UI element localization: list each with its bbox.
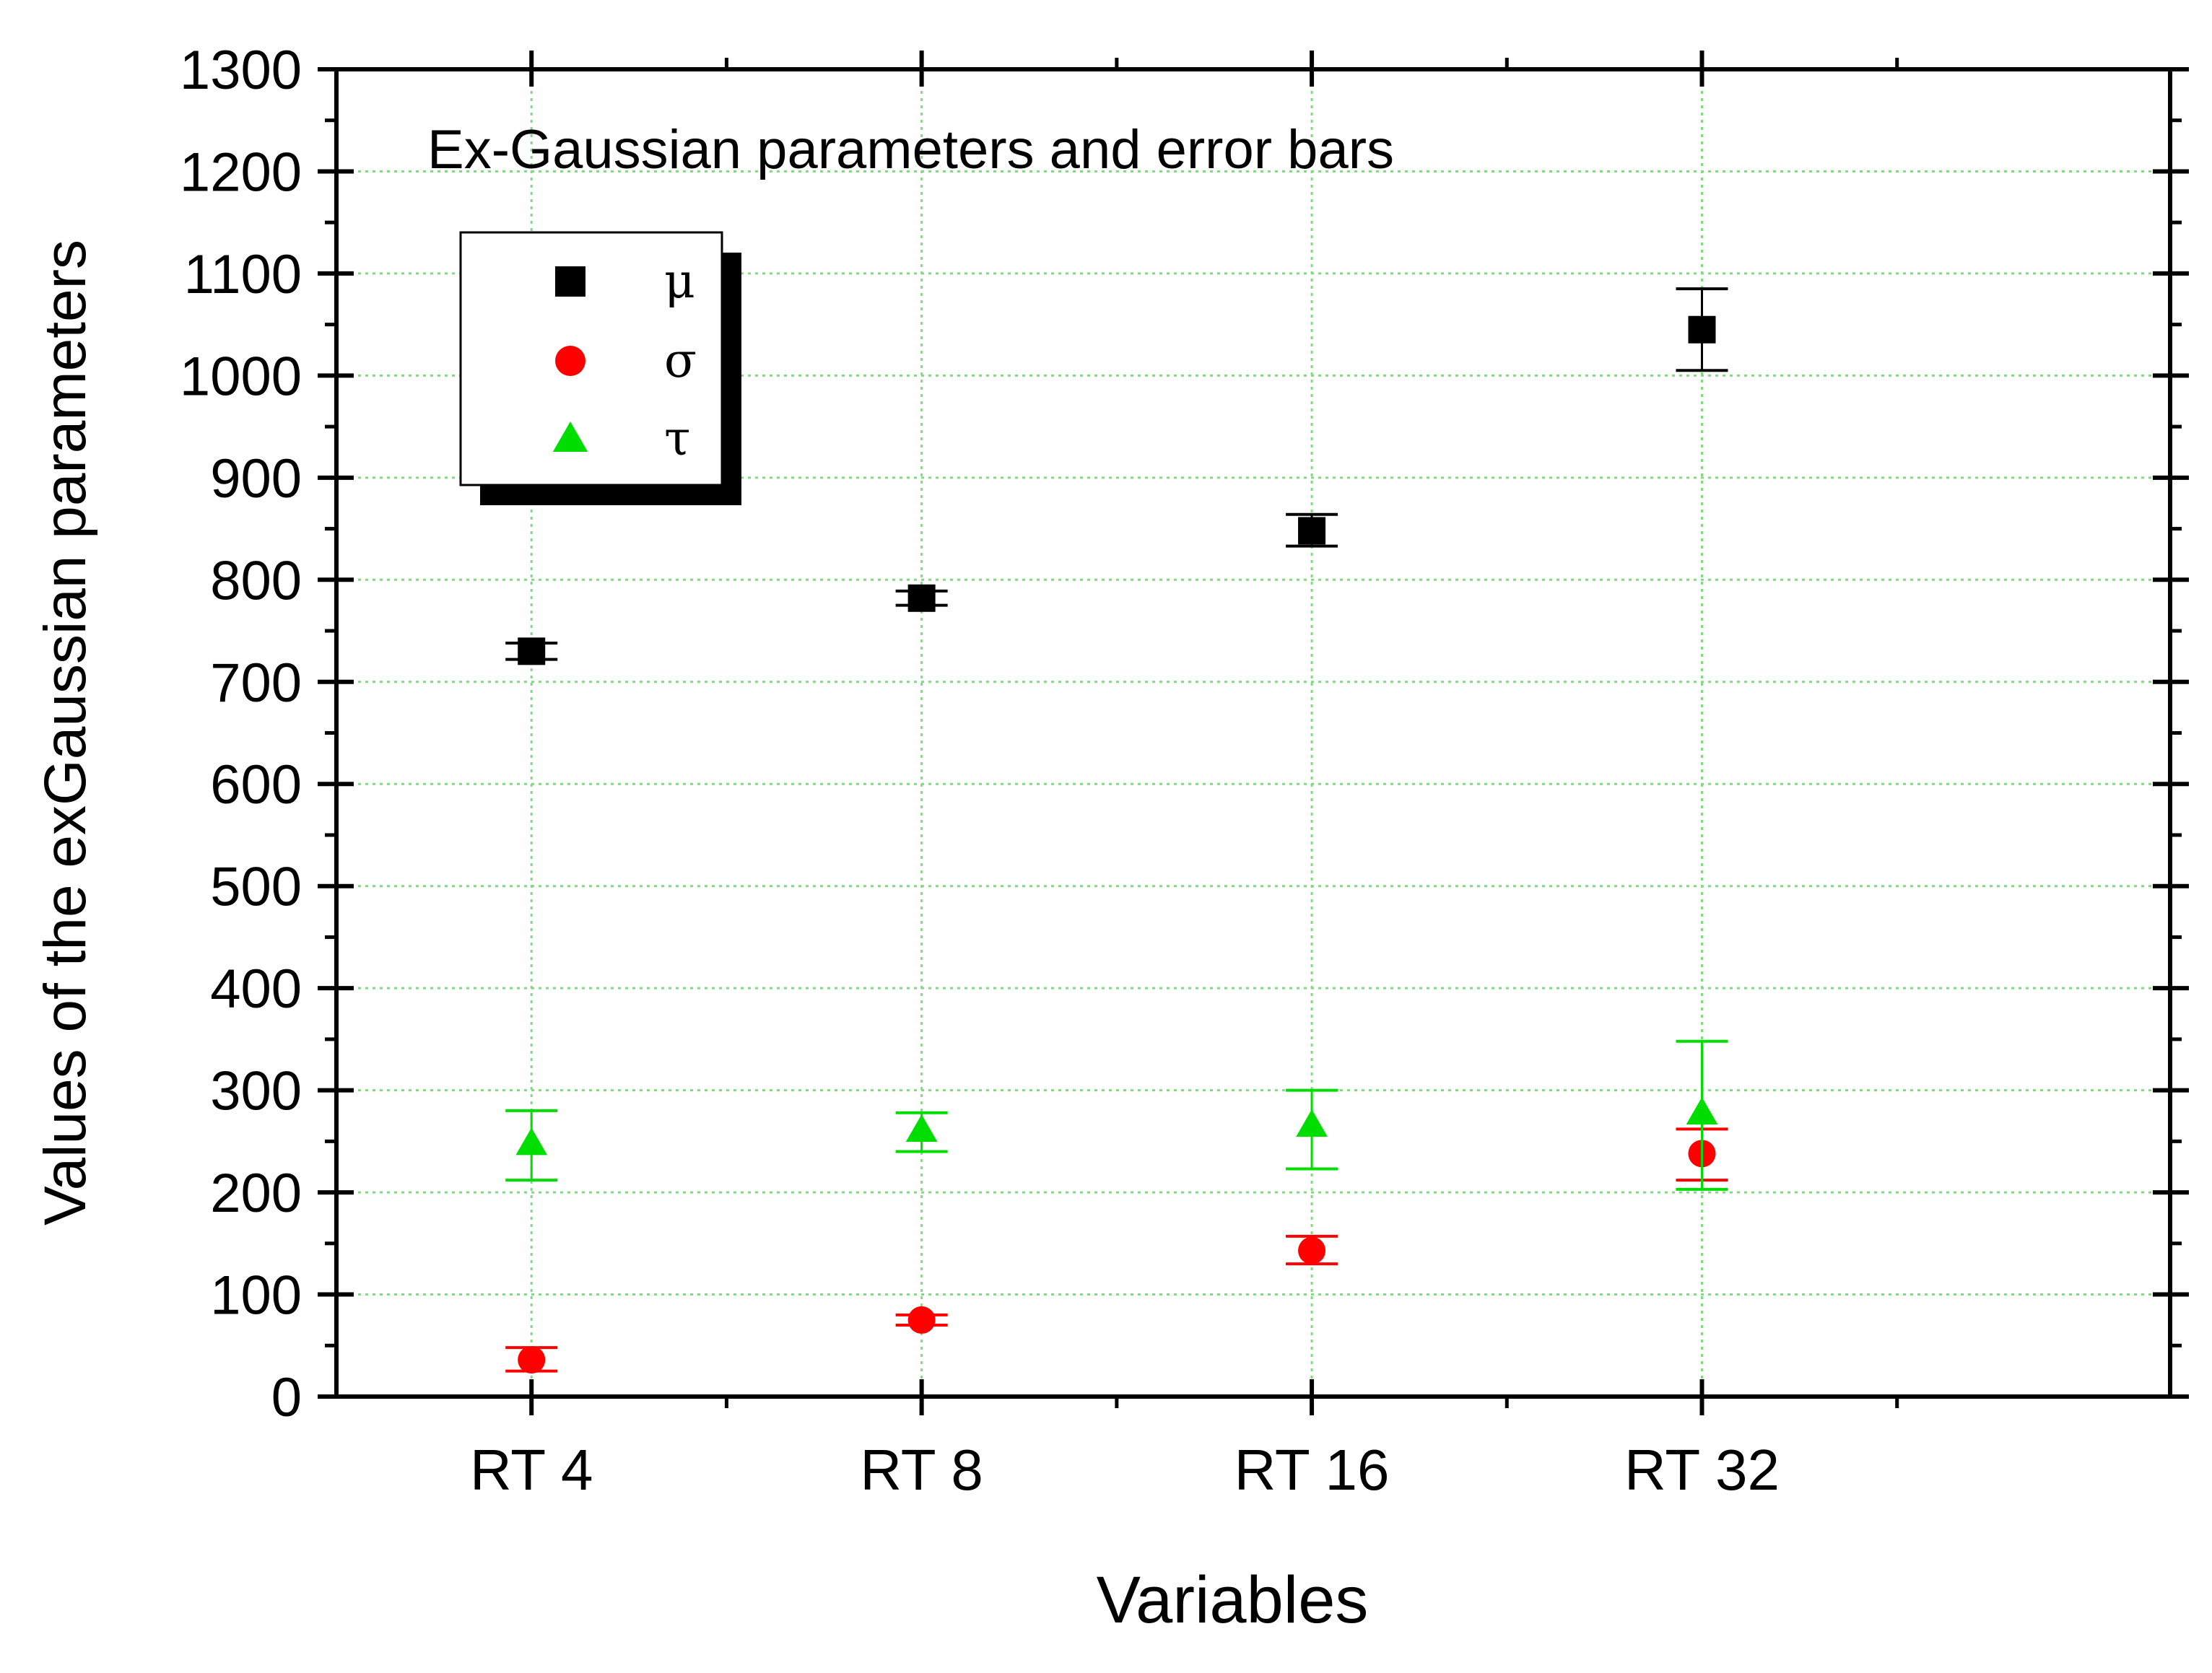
legend-entries: μστ [552, 253, 697, 466]
legend-label-1: σ [664, 333, 697, 388]
series-1 [505, 1127, 1728, 1374]
data-point-2-2 [1296, 1109, 1328, 1137]
x-tick-label-rt-4: RT 4 [470, 1438, 593, 1502]
legend-marker-0 [555, 266, 585, 297]
x-tick-label-rt-32: RT 32 [1624, 1438, 1780, 1502]
y-tick-label-900: 900 [210, 448, 302, 510]
data-point-1-2 [1298, 1236, 1326, 1264]
x-axis-title: Variables [1097, 1563, 1369, 1637]
y-tick-label-800: 800 [210, 550, 302, 611]
legend-label-0: μ [664, 253, 695, 309]
legend-label-2: τ [664, 411, 691, 466]
y-tick-label-1100: 1100 [184, 244, 302, 305]
y-tick-label-100: 100 [210, 1265, 302, 1327]
y-tick-label-500: 500 [210, 857, 302, 918]
data-point-0-0 [518, 637, 546, 665]
y-tick-label-1000: 1000 [180, 346, 302, 407]
x-tick-label-rt-16: RT 16 [1235, 1438, 1390, 1502]
legend: μστ [459, 231, 741, 505]
data-point-0-3 [1688, 315, 1716, 344]
y-tick-label-300: 300 [210, 1061, 302, 1122]
x-tick-label-rt-8: RT 8 [860, 1438, 983, 1502]
chart-title: Ex-Gaussian parameters and error bars [427, 119, 1394, 180]
data-point-0-2 [1298, 517, 1326, 545]
y-axis-title: Values of the exGaussian parameters [32, 240, 98, 1226]
y-tick-label-1200: 1200 [180, 141, 302, 203]
legend-box [459, 231, 723, 486]
data-point-0-1 [907, 584, 936, 612]
y-axis: 0 100 200 300 400 500 600 700 800 900 1000 1100 1200… [180, 40, 2189, 1428]
data-point-2-0 [515, 1127, 548, 1156]
data-series [505, 287, 1728, 1374]
y-tick-label-0: 0 [271, 1367, 302, 1428]
series-2 [505, 1039, 1728, 1191]
data-point-2-1 [905, 1114, 938, 1143]
legend-marker-2 [552, 421, 588, 452]
y-tick-label-600: 600 [210, 754, 302, 816]
y-tick-label-200: 200 [210, 1163, 302, 1224]
series-0 [505, 287, 1728, 665]
data-point-1-1 [907, 1306, 936, 1334]
legend-marker-1 [555, 346, 585, 376]
data-point-1-0 [518, 1346, 546, 1374]
y-tick-label-1300: 1300 [180, 40, 302, 101]
data-point-2-3 [1686, 1097, 1718, 1124]
y-tick-label-400: 400 [210, 958, 302, 1020]
x-axis: RT 4 RT 8 RT 16 RT 32 [470, 51, 1899, 1502]
y-tick-label-700: 700 [210, 652, 302, 714]
